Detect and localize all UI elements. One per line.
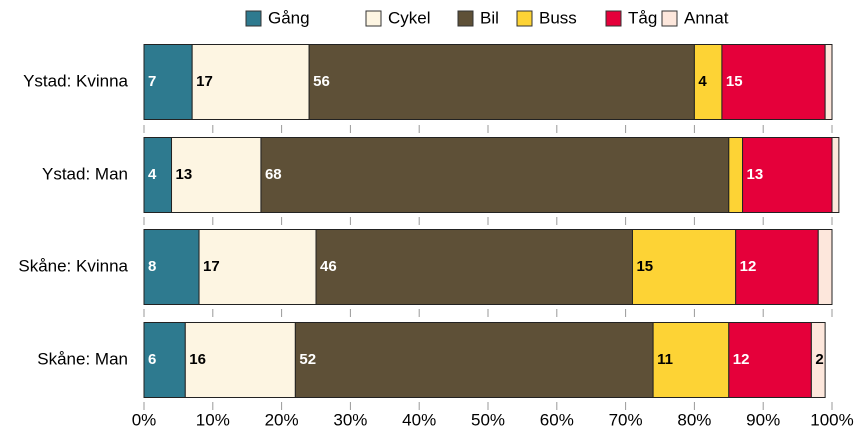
bar-segment bbox=[735, 229, 819, 305]
data-label: 16 bbox=[189, 351, 206, 368]
data-label: 4 bbox=[698, 73, 707, 90]
x-tick-label: 10% bbox=[196, 410, 230, 429]
bar-segment bbox=[191, 44, 310, 120]
data-label: 56 bbox=[313, 73, 330, 90]
data-label: 13 bbox=[747, 166, 764, 183]
bar-segment bbox=[631, 229, 737, 305]
bar-segment bbox=[308, 44, 695, 120]
legend-swatch bbox=[365, 10, 382, 27]
category-label: Skåne: Man bbox=[37, 349, 128, 368]
data-label: 12 bbox=[733, 351, 750, 368]
bar-segment bbox=[652, 322, 730, 398]
data-label: 15 bbox=[636, 258, 653, 275]
data-label: 4 bbox=[148, 166, 157, 183]
bar-segment bbox=[143, 322, 186, 398]
bar-segment bbox=[260, 137, 730, 213]
data-label: 12 bbox=[740, 258, 757, 275]
x-tick-label: 80% bbox=[677, 410, 711, 429]
bar-segment bbox=[143, 229, 200, 305]
legend-swatch bbox=[516, 10, 533, 27]
bar-segment bbox=[728, 322, 812, 398]
bar-segment bbox=[294, 322, 654, 398]
bar-segment bbox=[817, 229, 833, 305]
data-label: 13 bbox=[176, 166, 193, 183]
data-label: 8 bbox=[148, 258, 156, 275]
x-tick-label: 50% bbox=[471, 410, 505, 429]
legend-swatch bbox=[245, 10, 262, 27]
legend-swatch bbox=[661, 10, 678, 27]
legend-label: Cykel bbox=[388, 8, 431, 27]
bar-segment bbox=[824, 44, 833, 120]
legend-label: Annat bbox=[684, 8, 729, 27]
legend-label: Bil bbox=[480, 8, 499, 27]
x-tick-label: 0% bbox=[132, 410, 157, 429]
bar-segment bbox=[721, 44, 826, 120]
legend-swatch bbox=[457, 10, 474, 27]
x-tick-label: 40% bbox=[402, 410, 436, 429]
legend-label: Buss bbox=[539, 8, 577, 27]
data-label: 68 bbox=[265, 166, 282, 183]
data-label: 15 bbox=[726, 73, 743, 90]
legend-label: Tåg bbox=[628, 8, 657, 27]
data-label: 46 bbox=[320, 258, 337, 275]
data-label: 6 bbox=[148, 351, 156, 368]
data-label: 17 bbox=[196, 73, 213, 90]
x-tick-label: 100% bbox=[810, 410, 853, 429]
bar-segment bbox=[728, 137, 744, 213]
category-label: Skåne: Kvinna bbox=[18, 256, 128, 275]
legend-swatch bbox=[605, 10, 622, 27]
x-tick-label: 60% bbox=[540, 410, 574, 429]
bar-segment bbox=[171, 137, 262, 213]
data-label: 17 bbox=[203, 258, 220, 275]
x-tick-label: 70% bbox=[609, 410, 643, 429]
x-tick-label: 20% bbox=[265, 410, 299, 429]
bar-segment bbox=[198, 229, 317, 305]
data-label: 7 bbox=[148, 73, 156, 90]
bar-segment bbox=[831, 137, 840, 213]
legend-label: Gång bbox=[268, 8, 310, 27]
category-label: Ystad: Kvinna bbox=[23, 71, 128, 90]
bar-segment bbox=[315, 229, 633, 305]
bar-segment bbox=[184, 322, 296, 398]
data-label: 2 bbox=[815, 351, 823, 368]
x-tick-label: 90% bbox=[746, 410, 780, 429]
bar-segment bbox=[810, 322, 826, 398]
data-label: 52 bbox=[299, 351, 316, 368]
x-tick-label: 30% bbox=[333, 410, 367, 429]
category-label: Ystad: Man bbox=[42, 164, 128, 183]
data-label: 11 bbox=[657, 351, 673, 368]
bar-segment bbox=[742, 137, 833, 213]
